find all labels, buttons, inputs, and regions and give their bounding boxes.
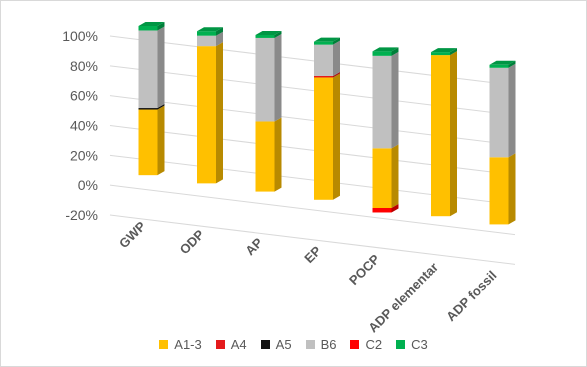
bar-segment-b6 (138, 30, 158, 109)
legend-label: C2 (365, 336, 383, 352)
bar-top (138, 21, 165, 26)
bar-side-b6 (333, 40, 340, 76)
bar-side-b6 (216, 31, 223, 47)
bar-segment-a5 (138, 108, 158, 110)
bar-segment-c2 (372, 207, 392, 213)
bar-segment-c3 (489, 64, 509, 68)
x-tick-label: AP (242, 235, 266, 259)
bar-segment-c3 (255, 34, 275, 38)
legend-item: C2 (350, 337, 382, 352)
x-tick-label: GWP (116, 218, 149, 251)
bar-top (489, 60, 516, 65)
gridline (109, 214, 516, 265)
bar-segment-a1-3 (138, 109, 158, 176)
bar-side-a1-3 (333, 73, 340, 200)
bar-segment-c3 (197, 31, 216, 36)
legend-swatch (260, 339, 270, 349)
bar-segment-b6 (489, 67, 509, 158)
bar-top (314, 37, 340, 42)
legend-swatch (350, 339, 360, 349)
legend-item: B6 (305, 336, 337, 352)
bar-segment-a1-3 (197, 46, 216, 184)
bar-side-a1-3 (508, 153, 516, 225)
bar-side-c3 (391, 47, 399, 56)
legend-label: B6 (320, 336, 337, 352)
x-tick-label: EP (301, 243, 324, 266)
bar-segment-a1-3 (314, 77, 333, 200)
bar-side-a1-3 (274, 117, 282, 192)
bar-side-c3 (157, 21, 165, 31)
bar-segment-a1-3 (431, 55, 450, 217)
bar-stack-pocp (372, 47, 399, 213)
y-tick-label: 0% (78, 177, 98, 193)
bar-side-c3 (508, 60, 516, 68)
bar-side-b6 (508, 63, 516, 158)
x-tick-label: POCP (346, 251, 383, 288)
y-tick-label: 60% (70, 88, 98, 104)
bar-segment-c3 (314, 41, 333, 45)
bar-stack-ep (314, 37, 340, 200)
bar-side-c3 (274, 30, 282, 38)
bar-side-c3 (450, 48, 457, 56)
gridline (109, 184, 516, 236)
bar-side-b6 (274, 33, 282, 122)
bar-segment-b6 (197, 35, 216, 47)
legend-swatch (396, 339, 406, 349)
legend-label: A4 (230, 336, 247, 352)
bar-stack-odp (197, 27, 223, 184)
bar-stack-adp-fossil (489, 60, 516, 225)
bar-side-a1-3 (157, 105, 165, 176)
x-tick-label: ADP fossil (443, 268, 499, 324)
bar-side-a5 (157, 104, 165, 110)
y-tick-label: 20% (70, 147, 98, 163)
bar-side-b6 (157, 26, 165, 109)
bar-segment-c3 (372, 51, 392, 56)
legend: A1-3 A4 A5 B6 C2 C3 (0, 333, 587, 355)
legend-label: C3 (411, 336, 428, 352)
bar-side-c3 (333, 37, 340, 45)
legend-label: A1-3 (174, 336, 202, 352)
bar-side-a4 (333, 71, 340, 78)
bar-top (197, 27, 223, 32)
bar-side-a1-3 (450, 51, 457, 217)
bar-segment-a1-3 (255, 121, 275, 192)
legend-item: A4 (215, 336, 247, 352)
bar-side-a1-3 (216, 42, 223, 184)
y-tick-label: -20% (65, 207, 98, 223)
bar-stack-gwp (138, 21, 165, 176)
bar-top (255, 30, 282, 35)
bar-segment-b6 (255, 37, 275, 122)
bar-top (431, 48, 457, 53)
bar-side-c3 (216, 27, 223, 36)
legend-item: C3 (396, 337, 428, 352)
legend-swatch (305, 339, 315, 349)
legend-item: A5 (260, 336, 292, 352)
y-tick-label: 80% (70, 58, 98, 74)
bar-side-b6 (391, 51, 399, 149)
legend-swatch (159, 339, 169, 349)
bar-segment-c3 (138, 25, 158, 31)
bar-side-a1-3 (391, 144, 399, 208)
bar-stack-adp-elementar (431, 48, 457, 217)
y-tick-label: 100% (62, 28, 98, 44)
bar-segment-b6 (314, 44, 333, 76)
bar-segment-a4 (314, 75, 333, 78)
x-tick-label: ADP elementar (365, 260, 441, 336)
bar-segment-a1-3 (489, 157, 509, 225)
legend-swatch (215, 339, 225, 349)
bar-side-c2 (391, 203, 399, 213)
x-tick-label: ODP (177, 226, 208, 257)
bar-segment-b6 (372, 55, 392, 149)
bar-stack-ap (255, 30, 282, 192)
bar-segment-a1-3 (372, 148, 392, 208)
y-tick-label: 40% (70, 118, 98, 134)
legend-label: A5 (275, 336, 292, 352)
bar-segment-c3 (431, 52, 450, 56)
legend-item: A1-3 (159, 336, 202, 352)
bar-top (372, 47, 399, 52)
